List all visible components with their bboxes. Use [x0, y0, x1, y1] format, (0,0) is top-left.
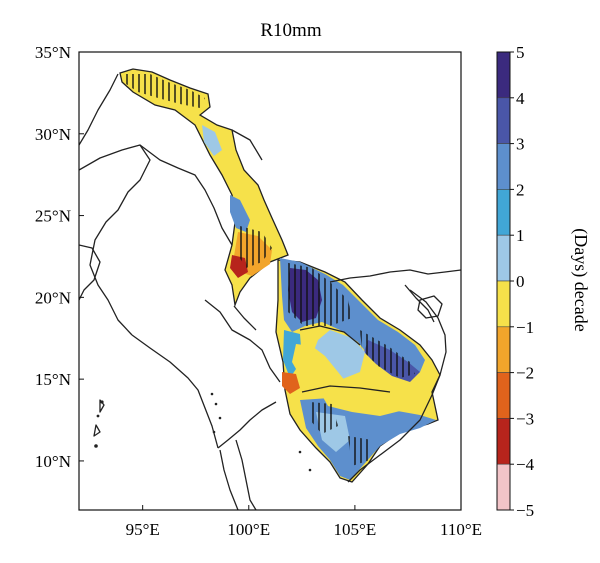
- hatch-south: [310, 402, 338, 434]
- colorbar-tick-label: 4: [516, 89, 525, 108]
- colorbar-swatch: [496, 97, 511, 144]
- y-tick-label: 20°N: [35, 288, 71, 307]
- basin-yellow-khorat: [292, 344, 346, 388]
- colorbar-swatch: [496, 463, 511, 511]
- hatch-west: [236, 226, 272, 268]
- colorbar-swatch: [496, 372, 511, 419]
- hatch-south2: [348, 436, 372, 466]
- basin-blue-upper-strip: [230, 195, 250, 232]
- colorbar-tick-label: 1: [516, 226, 525, 245]
- colorbar-swatch: [496, 280, 511, 328]
- colorbar-tick-label: −5: [516, 501, 534, 520]
- y-tick-label: 35°N: [35, 43, 71, 62]
- basin-upper-yellow: [119, 68, 289, 308]
- colorbar-tick-label: 5: [516, 43, 525, 62]
- x-tick-label: 95°E: [126, 520, 160, 539]
- colorbar: 5 4 3 2 1 0 −1 −2 −3 −4 −5: [496, 43, 535, 520]
- x-tick-label: 110°E: [440, 520, 482, 539]
- colorbar-label: (Days) decade: [570, 228, 591, 331]
- colorbar-tick-label: −1: [516, 318, 534, 337]
- map-plot-area: [79, 68, 461, 510]
- colorbar-tick-label: 3: [516, 135, 525, 154]
- hatch-upper: [125, 74, 205, 108]
- x-axis: 95°E 100°E 105°E 110°E: [126, 505, 482, 539]
- country-borders: [79, 73, 461, 510]
- colorbar-swatch: [496, 326, 511, 373]
- hatch-east: [360, 330, 415, 378]
- basin-yellow-tonle: [320, 390, 404, 416]
- basin-blue-upper-strip2: [202, 125, 222, 156]
- y-tick-label: 25°N: [35, 207, 71, 226]
- plot-frame: [78, 51, 462, 511]
- y-tick-label: 30°N: [35, 125, 71, 144]
- map-title: R10mm: [260, 20, 321, 41]
- colorbar-tick-label: 0: [516, 272, 525, 291]
- colorbar-swatch: [496, 418, 511, 465]
- y-tick-label: 15°N: [35, 370, 71, 389]
- colorbar-tick-label: −3: [516, 409, 534, 428]
- y-tick-label: 10°N: [35, 452, 71, 471]
- colorbar-swatch: [496, 234, 511, 282]
- basin-red-south: [282, 372, 300, 394]
- colorbar-swatch: [496, 189, 511, 236]
- x-tick-label: 105°E: [334, 520, 377, 539]
- y-axis: 35°N 30°N 25°N 20°N 15°N 10°N: [35, 43, 84, 471]
- colorbar-tick-label: −4: [516, 455, 535, 474]
- colorbar-tick-label: −2: [516, 364, 534, 383]
- colorbar-tick-label: 2: [516, 180, 525, 199]
- colorbar-swatch: [496, 51, 511, 99]
- x-tick-label: 100°E: [227, 520, 270, 539]
- colorbar-swatch: [496, 143, 511, 190]
- hatch-north-laos: [284, 262, 352, 326]
- islands: [94, 392, 312, 472]
